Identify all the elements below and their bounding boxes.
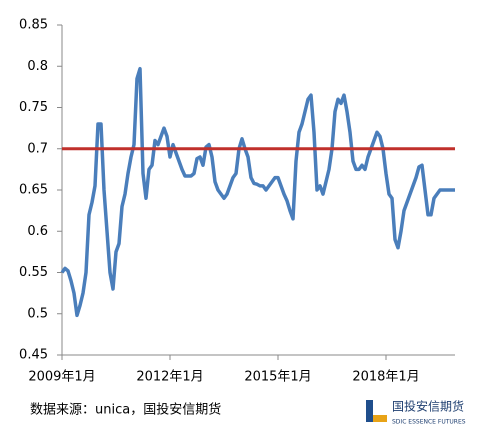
data-line <box>60 66 455 318</box>
logo: 国投安信期货 SDIC ESSENCE FUTURES <box>366 399 466 426</box>
y-tick-label: 0.85 <box>19 18 48 33</box>
y-tick-label: 0.45 <box>19 348 48 363</box>
y-tick-label: 0.65 <box>19 183 48 198</box>
source-note: 数据来源：unica，国投安信期货 <box>30 402 221 418</box>
x-tick-label: 2012年1月 <box>136 370 203 385</box>
x-tick-label: 2015年1月 <box>244 370 311 385</box>
x-tick-label: 2009年1月 <box>28 370 95 385</box>
logo-mark <box>373 415 387 422</box>
logo-mark <box>366 400 373 422</box>
y-tick-label: 0.6 <box>27 224 48 239</box>
logo-name: 国投安信期货 <box>392 399 464 414</box>
y-tick-label: 0.55 <box>19 265 48 280</box>
logo-subtitle: SDIC ESSENCE FUTURES <box>392 419 466 426</box>
y-tick-label: 0.8 <box>27 59 48 74</box>
y-tick-label: 0.7 <box>27 141 48 156</box>
x-tick-label: 2018年1月 <box>352 370 419 385</box>
y-tick-label: 0.5 <box>27 306 48 321</box>
y-tick-label: 0.75 <box>19 100 48 115</box>
